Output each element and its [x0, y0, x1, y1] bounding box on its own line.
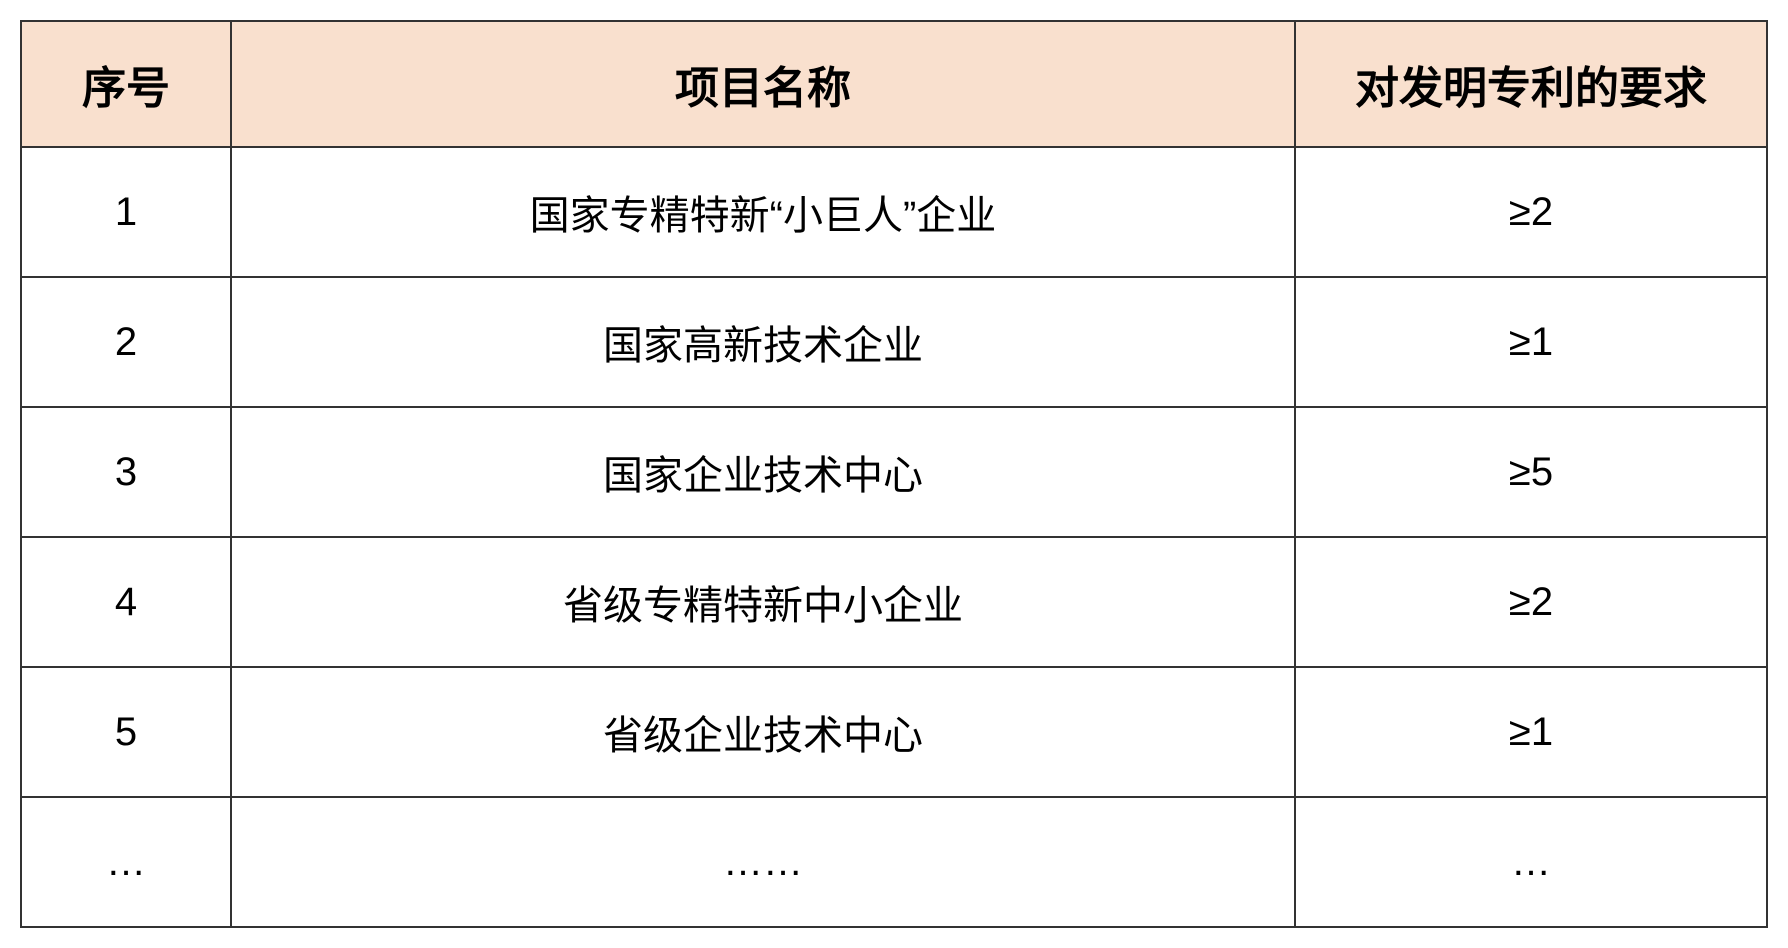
- cell-index: 5: [21, 667, 231, 797]
- cell-name: 国家高新技术企业: [231, 277, 1295, 407]
- table-header-row: 序号 项目名称 对发明专利的要求: [21, 21, 1767, 147]
- cell-index: 4: [21, 537, 231, 667]
- table-row: 5 省级企业技术中心 ≥1: [21, 667, 1767, 797]
- col-header-index: 序号: [21, 21, 231, 147]
- cell-name: 省级企业技术中心: [231, 667, 1295, 797]
- table-row: … …… …: [21, 797, 1767, 927]
- table-row: 2 国家高新技术企业 ≥1: [21, 277, 1767, 407]
- table-row: 4 省级专精特新中小企业 ≥2: [21, 537, 1767, 667]
- cell-index: 3: [21, 407, 231, 537]
- cell-index: 2: [21, 277, 231, 407]
- requirements-table: 序号 项目名称 对发明专利的要求 1 国家专精特新“小巨人”企业 ≥2 2 国家…: [20, 20, 1768, 928]
- cell-req: ≥1: [1295, 277, 1767, 407]
- cell-name: 国家企业技术中心: [231, 407, 1295, 537]
- cell-name: ……: [231, 797, 1295, 927]
- table-row: 1 国家专精特新“小巨人”企业 ≥2: [21, 147, 1767, 277]
- cell-req: ≥5: [1295, 407, 1767, 537]
- cell-req: ≥2: [1295, 537, 1767, 667]
- cell-req: ≥1: [1295, 667, 1767, 797]
- cell-req: ≥2: [1295, 147, 1767, 277]
- cell-name: 国家专精特新“小巨人”企业: [231, 147, 1295, 277]
- col-header-name: 项目名称: [231, 21, 1295, 147]
- cell-req: …: [1295, 797, 1767, 927]
- table-container: 科泰集团 序号 项目名称 对发明专利的要求 1 国家专精特新“小巨人”企业 ≥2…: [20, 20, 1768, 928]
- table-row: 3 国家企业技术中心 ≥5: [21, 407, 1767, 537]
- cell-index: 1: [21, 147, 231, 277]
- cell-index: …: [21, 797, 231, 927]
- col-header-requirement: 对发明专利的要求: [1295, 21, 1767, 147]
- cell-name: 省级专精特新中小企业: [231, 537, 1295, 667]
